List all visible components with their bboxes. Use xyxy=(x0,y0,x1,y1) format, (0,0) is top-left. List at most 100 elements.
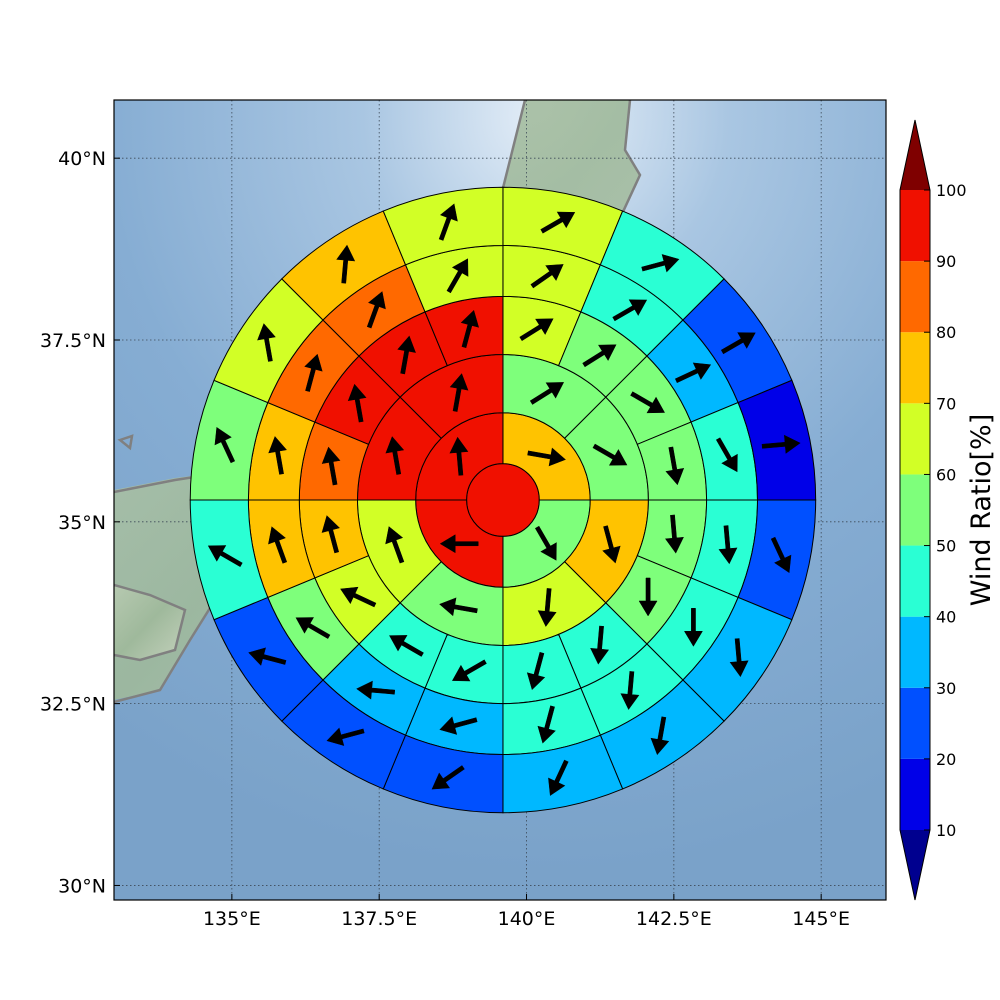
wind-arrow-ring-5-10 xyxy=(248,647,287,666)
wind-arrow-ring-2-1 xyxy=(592,443,628,466)
wind-arrow-ring-5-4 xyxy=(770,536,792,573)
x-tick-label-0: 135°E xyxy=(203,908,261,930)
wind-arrow-ring-4-2 xyxy=(674,362,712,383)
colorbar-tick-label-7: 80 xyxy=(936,323,956,342)
wind-arrow-ring-4-6 xyxy=(620,671,640,710)
wind-arrow-ring-3-11 xyxy=(321,515,340,554)
wind-arrow-ring-4-7 xyxy=(537,705,556,744)
wind-arrow-ring-3-15 xyxy=(460,309,479,349)
wind-arrow-ring-4-10 xyxy=(295,617,331,639)
wind-arrow-ring-4-0 xyxy=(530,264,564,289)
wind-arrow-ring-3-9 xyxy=(389,635,424,657)
wind-arrow-ring-3-13 xyxy=(347,383,367,423)
wind-arrow-ring-4-13 xyxy=(304,353,323,392)
latitude-axis: 30°N 32.5°N 35°N 37.5°N 40°N xyxy=(40,148,120,897)
wind-arrow-ring-4-9 xyxy=(356,680,396,700)
wind-arrow-ring-5-5 xyxy=(729,638,749,677)
colorbar-tick-label-2: 30 xyxy=(936,679,956,698)
colorbar: 10 20 30 40 50 60 70 80 90 100 xyxy=(899,119,967,901)
x-tick-label-4: 145°E xyxy=(792,908,850,930)
wind-arrow-ring-4-5 xyxy=(683,608,703,647)
wind-arrow-ring-2-5 xyxy=(385,526,405,564)
wind-arrow-ring-3-7 xyxy=(526,651,546,691)
wind-arrow-ring-5-6 xyxy=(650,716,670,756)
wind-arrow-ring-5-9 xyxy=(326,727,365,746)
wind-arrow-ring-1-3 xyxy=(449,436,469,476)
colorbar-title: Wind Ratio[%] xyxy=(966,414,997,606)
wind-arrow-ring-2-6 xyxy=(385,436,405,475)
wind-arrow-ring-1-0 xyxy=(527,447,566,467)
colorbar-tick-label-3: 40 xyxy=(936,608,956,627)
wind-arrow-ring-4-1 xyxy=(612,299,648,322)
colorbar-segment-2 xyxy=(900,616,930,688)
x-tick-label-3: 142.5°E xyxy=(636,908,712,930)
wind-arrow-ring-5-3 xyxy=(761,434,801,454)
wind-arrow-ring-1-1 xyxy=(534,525,557,561)
sector-ring-5-15 xyxy=(382,186,504,266)
colorbar-segment-5 xyxy=(900,403,930,475)
longitude-axis: 135°E 137.5°E 140°E 142.5°E 145°E xyxy=(203,894,850,930)
colorbar-segment-0 xyxy=(900,758,930,830)
wind-arrow-ring-3-2 xyxy=(630,391,665,414)
y-tick-label-4: 40°N xyxy=(58,148,106,170)
wind-arrow-ring-5-7 xyxy=(548,759,569,796)
wind-arrow-ring-3-8 xyxy=(452,659,487,682)
wind-arrow-ring-3-6 xyxy=(590,625,609,665)
wind-arrow-ring-5-15 xyxy=(438,203,458,241)
wind-arrow-ring-5-2 xyxy=(720,332,756,355)
colorbar-segment-8 xyxy=(900,190,930,262)
wind-arrow-ring-3-10 xyxy=(340,586,377,608)
colorbar-segment-4 xyxy=(900,474,930,546)
wind-arrow-ring-5-1 xyxy=(641,254,680,273)
colorbar-tick-label-4: 50 xyxy=(936,537,956,556)
wind-arrow-ring-3-3 xyxy=(665,446,685,486)
wind-arrow-ring-2-0 xyxy=(529,382,565,405)
wind-arrow-ring-4-11 xyxy=(268,526,288,564)
wind-arrow-ring-1-2 xyxy=(439,534,479,554)
colorbar-tick-label-1: 20 xyxy=(936,750,956,769)
wind-arrow-ring-4-15 xyxy=(446,258,469,294)
wind-direction-arrows xyxy=(207,203,801,796)
wind-arrow-ring-2-2 xyxy=(602,525,621,564)
colorbar-segment-7 xyxy=(900,261,930,333)
wind-arrow-ring-5-13 xyxy=(257,323,276,362)
colorbar-tick-label-6: 70 xyxy=(936,394,956,413)
wind-arrow-ring-5-14 xyxy=(336,244,356,284)
wind-arrow-ring-2-4 xyxy=(439,597,478,617)
map-frame xyxy=(113,99,887,901)
wind-arrow-ring-2-7 xyxy=(449,373,469,412)
colorbar-segment-1 xyxy=(900,687,930,759)
wind-ratio-sectors xyxy=(189,186,817,814)
y-tick-label-3: 37.5°N xyxy=(40,330,106,352)
colorbar-tick-label-9: 100 xyxy=(936,181,967,200)
x-tick-label-1: 137.5°E xyxy=(341,908,417,930)
wind-arrow-ring-5-12 xyxy=(214,427,236,464)
colorbar-segment-3 xyxy=(900,545,930,617)
wind-arrow-ring-5-0 xyxy=(540,211,576,234)
wind-arrow-ring-5-11 xyxy=(207,545,243,567)
colorbar-tick-label-5: 60 xyxy=(936,465,956,484)
wind-arrow-ring-4-3 xyxy=(715,437,738,473)
wind-arrow-ring-3-12 xyxy=(321,446,341,486)
wind-arrow-ring-4-14 xyxy=(366,291,386,329)
wind-arrow-ring-3-1 xyxy=(582,344,617,368)
colorbar-under-extension xyxy=(900,830,930,900)
wind-arrow-ring-4-12 xyxy=(268,436,287,475)
wind-arrow-ring-5-8 xyxy=(431,765,465,790)
wind-arrow-ring-4-4 xyxy=(718,525,738,565)
colorbar-segment-6 xyxy=(900,332,930,404)
wind-arrow-ring-3-4 xyxy=(665,514,684,554)
y-tick-label-0: 30°N xyxy=(58,875,106,897)
wind-arrow-ring-3-14 xyxy=(397,335,416,375)
colorbar-over-extension xyxy=(900,120,930,190)
x-tick-label-2: 140°E xyxy=(498,908,556,930)
wind-arrow-ring-4-8 xyxy=(439,716,478,735)
wind-arrow-ring-2-3 xyxy=(537,588,557,627)
colorbar-tick-label-8: 90 xyxy=(936,252,956,271)
wind-arrow-ring-3-0 xyxy=(519,318,554,342)
y-tick-label-2: 35°N xyxy=(58,512,106,534)
y-tick-label-1: 32.5°N xyxy=(40,694,106,716)
colorbar-tick-label-0: 10 xyxy=(936,821,956,840)
wind-arrow-ring-3-5 xyxy=(638,577,658,617)
